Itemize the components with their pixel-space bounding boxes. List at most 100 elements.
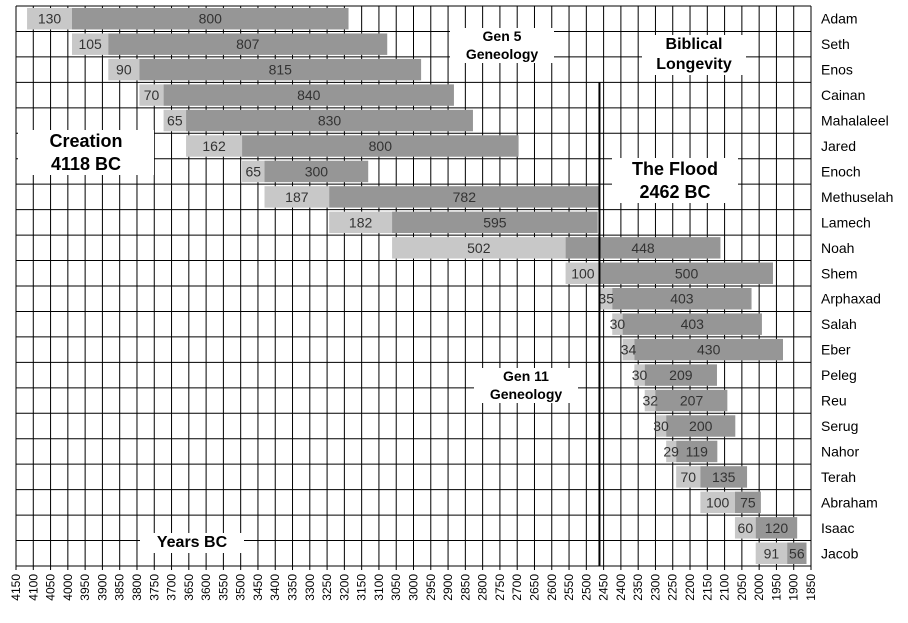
row-name: Mahalaleel	[821, 113, 889, 129]
bar-remaining-life	[163, 84, 454, 106]
creation-line1: Creation	[49, 131, 123, 151]
row-name-bg	[812, 210, 908, 236]
row-name-bg	[812, 465, 908, 490]
bar-remaining-life	[71, 8, 349, 30]
row-name: Enoch	[821, 163, 861, 179]
row-name: Jacob	[821, 545, 859, 561]
row-name: Eber	[821, 342, 851, 358]
row-name-bg	[812, 7, 908, 32]
data-label-after: 200	[689, 418, 713, 434]
x-tick-label: 2300	[648, 574, 662, 601]
x-tick-label: 3650	[182, 574, 196, 601]
bar-before-son	[755, 542, 788, 564]
bar-before-son	[600, 288, 613, 310]
flood-line2: 2462 BC	[639, 181, 711, 202]
x-tick-label: 3250	[320, 574, 334, 601]
row-name-bg	[812, 261, 908, 286]
x-tick-label: 2950	[424, 574, 438, 601]
bar-remaining-life	[565, 237, 721, 259]
data-label-after: 403	[681, 316, 705, 332]
data-label-before: 502	[467, 240, 491, 256]
x-tick-label: 2050	[735, 574, 749, 601]
row-name-bg	[812, 312, 908, 337]
x-tick-label: 3950	[78, 574, 92, 601]
x-tick-label: 3300	[303, 574, 317, 601]
x-tick-label: 3350	[286, 574, 300, 601]
bar-remaining-life	[242, 135, 519, 157]
x-tick-label: 3200	[337, 574, 351, 601]
row-name-bg	[812, 32, 908, 57]
row-name: Isaac	[821, 520, 854, 536]
bar-before-son	[139, 84, 164, 106]
bar-before-son	[612, 313, 623, 335]
row-name: Arphaxad	[821, 291, 881, 307]
gen11-line1: Gen 11	[503, 368, 549, 384]
row-name-bg	[812, 83, 908, 108]
bar-remaining-life	[600, 262, 773, 284]
row-name-bg	[812, 414, 908, 439]
x-tick-label: 3750	[147, 574, 161, 601]
bar-before-son	[264, 186, 330, 208]
row-name-bg	[812, 108, 908, 134]
data-label-after: 430	[697, 342, 721, 358]
x-tick-label: 3000	[407, 574, 421, 601]
row-name: Serug	[821, 418, 858, 434]
x-tick-label: 2350	[631, 574, 645, 601]
data-label-before: 65	[167, 113, 183, 129]
x-tick-label: 1900	[787, 574, 801, 601]
x-tick-label: 1850	[804, 574, 818, 601]
row-name-bg	[812, 287, 908, 312]
title-line2: Longevity	[656, 56, 732, 73]
data-label-before: 30	[610, 316, 626, 332]
x-tick-label: 3050	[389, 574, 403, 601]
bar-before-son	[71, 33, 109, 55]
row-name-bg	[812, 159, 908, 185]
row-name-bg	[812, 490, 908, 516]
data-label-after: 119	[686, 443, 709, 459]
bar-before-son	[666, 440, 677, 463]
bar-remaining-life	[700, 466, 748, 488]
bar-remaining-life	[329, 186, 600, 208]
chart-title: Biblical Longevity	[642, 35, 746, 75]
x-tick-label: 4100	[26, 574, 40, 601]
data-label-after: 782	[453, 189, 477, 205]
bar-before-son	[622, 338, 635, 361]
row-name: Enos	[821, 62, 853, 78]
x-tick-label: 2850	[458, 574, 472, 601]
bar-remaining-life	[139, 58, 422, 81]
data-label-after: 595	[483, 214, 507, 230]
row-name: Methuselah	[821, 189, 893, 205]
bar-remaining-life	[634, 338, 784, 361]
bar-remaining-life	[676, 440, 718, 463]
x-tick-label: 3500	[234, 574, 248, 601]
row-name-bg	[812, 236, 908, 261]
x-tick-label: 4150	[9, 574, 23, 601]
x-tick-label: 2400	[614, 574, 628, 601]
bar-before-son	[163, 109, 187, 132]
data-label-before: 100	[706, 494, 730, 510]
bar-before-son	[108, 58, 140, 81]
x-tick-label: 2600	[545, 574, 559, 601]
row-name-bg	[812, 185, 908, 210]
x-tick-label: 4050	[44, 574, 58, 601]
data-label-before: 32	[642, 393, 658, 409]
row-name: Adam	[821, 11, 858, 27]
x-tick-label: 2800	[476, 574, 490, 601]
bar-remaining-life	[108, 33, 388, 55]
x-tick-label: 3550	[216, 574, 230, 601]
x-tick-label: 2200	[683, 574, 697, 601]
data-label-before: 162	[202, 138, 226, 154]
bar-remaining-life	[734, 491, 761, 514]
bar-before-son	[700, 491, 735, 514]
x-tick-label: 2900	[441, 574, 455, 601]
data-label-after: 830	[318, 113, 342, 129]
bar-before-son	[242, 160, 265, 183]
flood-callout: The Flood 2462 BC	[612, 158, 738, 203]
data-label-after: 403	[670, 291, 694, 307]
bar-remaining-life	[264, 160, 369, 183]
data-label-before: 70	[144, 87, 160, 103]
data-label-before: 91	[764, 545, 780, 561]
data-label-before: 30	[653, 418, 669, 434]
bar-before-son	[392, 237, 566, 259]
row-name-bg	[812, 57, 908, 83]
